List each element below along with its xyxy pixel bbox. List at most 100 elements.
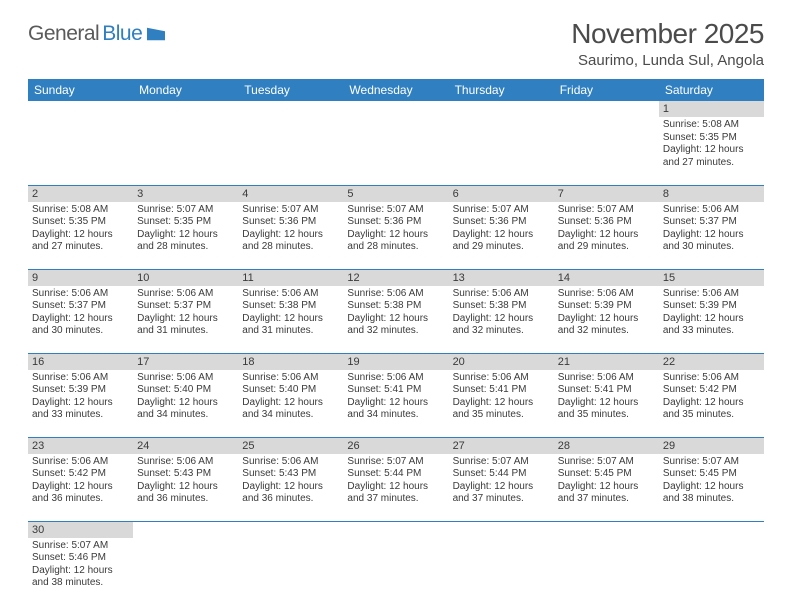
day-number: 18: [238, 354, 343, 370]
day-line: Daylight: 12 hours: [32, 313, 129, 326]
day-details: Sunrise: 5:08 AMSunset: 5:35 PMDaylight:…: [28, 202, 133, 257]
calendar-cell: 5Sunrise: 5:07 AMSunset: 5:36 PMDaylight…: [343, 185, 448, 269]
day-line: Daylight: 12 hours: [137, 229, 234, 242]
day-details: Sunrise: 5:07 AMSunset: 5:36 PMDaylight:…: [554, 202, 659, 257]
calendar-row: 9Sunrise: 5:06 AMSunset: 5:37 PMDaylight…: [28, 269, 764, 353]
day-line: and 30 minutes.: [663, 241, 760, 254]
day-line: Sunrise: 5:06 AM: [32, 372, 129, 385]
day-details: Sunrise: 5:06 AMSunset: 5:41 PMDaylight:…: [554, 370, 659, 425]
day-line: Sunrise: 5:06 AM: [32, 456, 129, 469]
day-line: Sunrise: 5:06 AM: [137, 288, 234, 301]
calendar-cell: 26Sunrise: 5:07 AMSunset: 5:44 PMDayligh…: [343, 437, 448, 521]
day-line: Sunset: 5:39 PM: [558, 300, 655, 313]
calendar-cell: [343, 521, 448, 605]
weekday-tuesday: Tuesday: [238, 79, 343, 101]
day-details: Sunrise: 5:08 AMSunset: 5:35 PMDaylight:…: [659, 117, 764, 172]
day-line: and 36 minutes.: [242, 493, 339, 506]
day-line: Sunrise: 5:06 AM: [663, 288, 760, 301]
calendar-cell: [343, 101, 448, 185]
weekday-wednesday: Wednesday: [343, 79, 448, 101]
day-line: Sunrise: 5:07 AM: [137, 204, 234, 217]
calendar-cell: 17Sunrise: 5:06 AMSunset: 5:40 PMDayligh…: [133, 353, 238, 437]
day-line: and 32 minutes.: [453, 325, 550, 338]
day-line: Sunrise: 5:06 AM: [453, 288, 550, 301]
day-line: and 28 minutes.: [347, 241, 444, 254]
day-line: Sunrise: 5:07 AM: [558, 456, 655, 469]
day-line: Sunset: 5:41 PM: [453, 384, 550, 397]
day-details: Sunrise: 5:06 AMSunset: 5:37 PMDaylight:…: [133, 286, 238, 341]
day-line: Daylight: 12 hours: [347, 481, 444, 494]
day-line: and 37 minutes.: [347, 493, 444, 506]
calendar-cell: 13Sunrise: 5:06 AMSunset: 5:38 PMDayligh…: [449, 269, 554, 353]
day-line: Daylight: 12 hours: [32, 229, 129, 242]
day-line: Sunset: 5:39 PM: [663, 300, 760, 313]
day-details: Sunrise: 5:06 AMSunset: 5:39 PMDaylight:…: [659, 286, 764, 341]
day-number: 16: [28, 354, 133, 370]
day-line: Sunrise: 5:06 AM: [347, 288, 444, 301]
day-number: 23: [28, 438, 133, 454]
day-line: Sunset: 5:46 PM: [32, 552, 129, 565]
day-line: Sunset: 5:45 PM: [558, 468, 655, 481]
day-line: and 28 minutes.: [137, 241, 234, 254]
day-number: 17: [133, 354, 238, 370]
day-line: Daylight: 12 hours: [558, 313, 655, 326]
day-line: and 29 minutes.: [453, 241, 550, 254]
day-number: 21: [554, 354, 659, 370]
day-number: 28: [554, 438, 659, 454]
day-line: Sunrise: 5:07 AM: [453, 204, 550, 217]
calendar-cell: [449, 521, 554, 605]
day-line: Sunset: 5:43 PM: [137, 468, 234, 481]
day-line: and 32 minutes.: [558, 325, 655, 338]
calendar-cell: 7Sunrise: 5:07 AMSunset: 5:36 PMDaylight…: [554, 185, 659, 269]
day-line: Sunset: 5:36 PM: [347, 216, 444, 229]
day-details: Sunrise: 5:06 AMSunset: 5:41 PMDaylight:…: [343, 370, 448, 425]
day-line: Sunset: 5:42 PM: [663, 384, 760, 397]
calendar-row: 2Sunrise: 5:08 AMSunset: 5:35 PMDaylight…: [28, 185, 764, 269]
calendar-cell: 4Sunrise: 5:07 AMSunset: 5:36 PMDaylight…: [238, 185, 343, 269]
calendar-cell: 18Sunrise: 5:06 AMSunset: 5:40 PMDayligh…: [238, 353, 343, 437]
calendar-cell: [238, 521, 343, 605]
day-details: Sunrise: 5:06 AMSunset: 5:38 PMDaylight:…: [343, 286, 448, 341]
day-line: Daylight: 12 hours: [663, 229, 760, 242]
day-line: Daylight: 12 hours: [663, 313, 760, 326]
day-line: Sunrise: 5:07 AM: [32, 540, 129, 553]
day-details: Sunrise: 5:07 AMSunset: 5:45 PMDaylight:…: [659, 454, 764, 509]
calendar-cell: [449, 101, 554, 185]
day-line: Sunrise: 5:07 AM: [558, 204, 655, 217]
day-details: Sunrise: 5:06 AMSunset: 5:43 PMDaylight:…: [238, 454, 343, 509]
day-number: 9: [28, 270, 133, 286]
day-number: 26: [343, 438, 448, 454]
day-line: Daylight: 12 hours: [137, 313, 234, 326]
day-number: 3: [133, 186, 238, 202]
logo-text-2: Blue: [102, 22, 142, 46]
day-line: Sunrise: 5:06 AM: [663, 204, 760, 217]
day-line: Sunrise: 5:06 AM: [242, 456, 339, 469]
page-title: November 2025: [571, 18, 764, 50]
day-line: Sunset: 5:36 PM: [453, 216, 550, 229]
calendar-cell: 3 Sunrise: 5:07 AMSunset: 5:35 PMDaylight…: [133, 185, 238, 269]
day-line: Sunset: 5:36 PM: [242, 216, 339, 229]
day-details: Sunrise: 5:07 AMSunset: 5:44 PMDaylight:…: [343, 454, 448, 509]
day-line: Sunrise: 5:07 AM: [453, 456, 550, 469]
day-line: Sunrise: 5:06 AM: [137, 456, 234, 469]
day-line: Daylight: 12 hours: [242, 229, 339, 242]
calendar-row: 30Sunrise: 5:07 AMSunset: 5:46 PMDayligh…: [28, 521, 764, 605]
calendar-cell: 19Sunrise: 5:06 AMSunset: 5:41 PMDayligh…: [343, 353, 448, 437]
day-line: Sunset: 5:35 PM: [137, 216, 234, 229]
day-line: Daylight: 12 hours: [242, 397, 339, 410]
calendar-cell: 22Sunrise: 5:06 AMSunset: 5:42 PMDayligh…: [659, 353, 764, 437]
day-number: 1: [659, 101, 764, 117]
day-line: Sunset: 5:45 PM: [663, 468, 760, 481]
day-line: and 27 minutes.: [32, 241, 129, 254]
day-line: and 31 minutes.: [242, 325, 339, 338]
day-details: Sunrise: 5:06 AMSunset: 5:42 PMDaylight:…: [659, 370, 764, 425]
day-line: and 38 minutes.: [663, 493, 760, 506]
calendar-cell: [554, 521, 659, 605]
calendar-cell: [133, 521, 238, 605]
day-details: Sunrise: 5:06 AMSunset: 5:38 PMDaylight:…: [238, 286, 343, 341]
day-number: 6: [449, 186, 554, 202]
day-number: 30: [28, 522, 133, 538]
weekday-monday: Monday: [133, 79, 238, 101]
calendar-cell: [238, 101, 343, 185]
day-line: and 35 minutes.: [558, 409, 655, 422]
